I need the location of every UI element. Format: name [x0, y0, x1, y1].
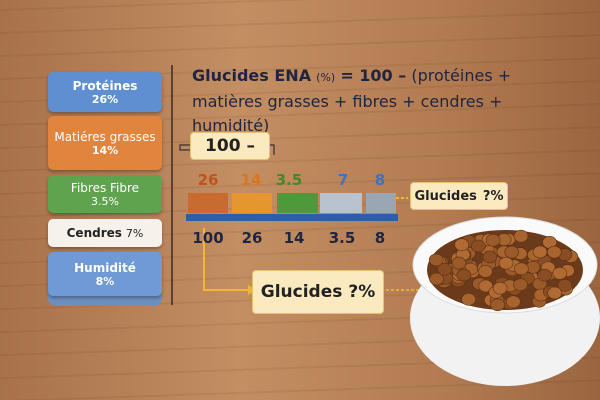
kibble-piece — [504, 245, 520, 259]
result-big: Glucides?% — [252, 270, 384, 314]
kibble-piece — [470, 239, 486, 253]
value: ?% — [348, 282, 376, 302]
protein-box: Protéines 26% — [48, 72, 162, 112]
bottom-number: 3.5 — [328, 229, 356, 247]
segment — [188, 193, 228, 213]
label: Glucides — [260, 282, 343, 302]
value: 8% — [95, 274, 115, 288]
kibble — [428, 229, 579, 312]
label: Humidité — [74, 260, 136, 275]
kibble-piece — [456, 268, 472, 282]
term: Glucides ENA — [192, 66, 312, 85]
moisture-box: Humidité 8% — [48, 252, 162, 296]
top-number: 8 — [374, 171, 386, 189]
kibble-piece — [537, 268, 552, 282]
top-number: 26 — [197, 171, 219, 189]
ash-box: Cendres 7% — [48, 219, 162, 247]
kibble-piece — [428, 253, 444, 267]
kibble-piece — [513, 262, 529, 276]
bottom-number: 100 — [192, 229, 224, 247]
unit: (%) — [316, 71, 336, 84]
label: Protéines — [72, 78, 138, 93]
kibble-piece — [492, 281, 508, 295]
top-number: 3.5 — [275, 171, 303, 189]
kibble-piece — [478, 265, 493, 278]
label: Matiéres grasses — [54, 129, 156, 144]
kibble-piece — [552, 266, 568, 280]
segment — [366, 193, 396, 213]
value: 7% — [125, 226, 144, 240]
segment — [320, 193, 362, 213]
start-box: 100 – — [190, 132, 270, 160]
kibble-piece — [490, 298, 505, 312]
kibble-piece — [451, 256, 467, 270]
kibble-piece — [513, 229, 529, 243]
kibble-piece — [485, 233, 501, 247]
label: Fibres Fibre — [70, 180, 140, 195]
bracket — [179, 144, 275, 155]
label: Glucides — [414, 188, 477, 204]
bottom-number: 14 — [283, 229, 305, 247]
base-bar — [186, 214, 398, 221]
rest: (protéines + matières grasses + fibres +… — [192, 66, 512, 135]
bottom-number: 26 — [241, 229, 263, 247]
value: ?% — [482, 188, 504, 204]
label: Cendres — [66, 226, 122, 240]
value: 3.5% — [91, 194, 119, 208]
segment — [232, 193, 272, 213]
kibble-piece — [557, 278, 573, 292]
kibble-piece — [478, 279, 494, 293]
kibble-piece — [454, 238, 470, 251]
value: 14% — [91, 143, 119, 157]
bottom-number: 8 — [374, 229, 386, 247]
value: 26% — [91, 92, 119, 106]
kibble-piece — [532, 245, 548, 259]
kibble-piece — [505, 295, 521, 309]
kibble-piece — [482, 250, 498, 264]
kibble-piece — [547, 286, 563, 300]
kibble-piece — [513, 278, 528, 292]
top-number: 7 — [337, 171, 349, 189]
fat-box: Matiéres grasses 14% — [48, 116, 162, 170]
segment — [277, 193, 318, 213]
result-small: Glucides?% — [410, 182, 508, 210]
kibble-piece — [546, 245, 562, 259]
kibble-piece — [429, 272, 444, 286]
fiber-box: Fibres Fibre 3.5% — [48, 175, 162, 213]
start-value: 100 – — [205, 136, 255, 156]
kibble-piece — [498, 256, 514, 270]
top-number: 14 — [240, 171, 262, 189]
formula: Glucides ENA (%) = 100 – (protéines + ma… — [192, 64, 582, 138]
equals: = 100 – — [340, 66, 407, 85]
kibble-piece — [461, 292, 476, 306]
arrow — [203, 228, 248, 291]
kibble-piece — [437, 262, 452, 276]
